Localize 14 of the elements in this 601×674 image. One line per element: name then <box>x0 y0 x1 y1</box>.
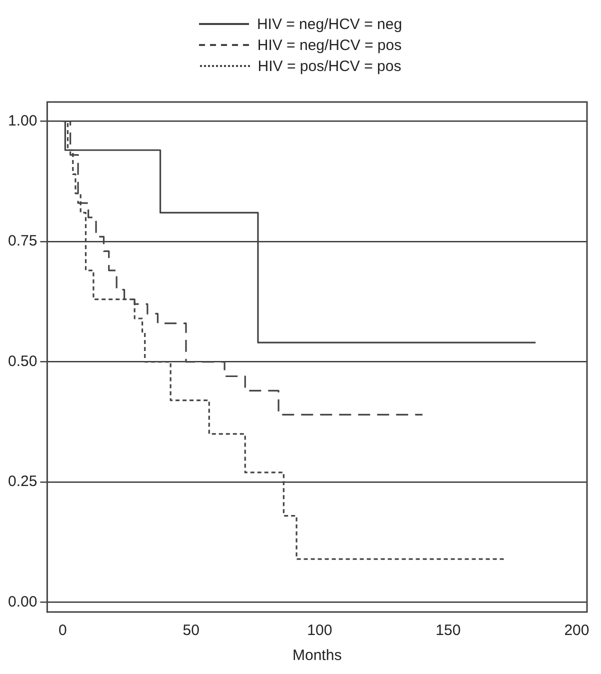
y-tick-label: 0.25 <box>8 473 38 490</box>
x-tick-label: 100 <box>307 622 332 640</box>
y-tick-label: 0.75 <box>8 232 38 250</box>
y-tick-label: 0.00 <box>8 594 38 611</box>
x-tick-label: 150 <box>436 622 461 640</box>
y-tick-label: 0.50 <box>8 352 38 370</box>
y-tick-label: 1.00 <box>8 112 38 130</box>
x-tick-label: 200 <box>564 622 590 640</box>
x-axis-title: Months <box>292 647 342 664</box>
x-tick-label: 0 <box>58 622 67 640</box>
legend-label: HIV = neg/HCV = pos <box>257 36 402 54</box>
x-tick-label: 50 <box>182 622 200 640</box>
legend-label: HIV = pos/HCV = pos <box>258 58 402 74</box>
legend-label: HIV = neg/HCV = neg <box>256 16 402 32</box>
